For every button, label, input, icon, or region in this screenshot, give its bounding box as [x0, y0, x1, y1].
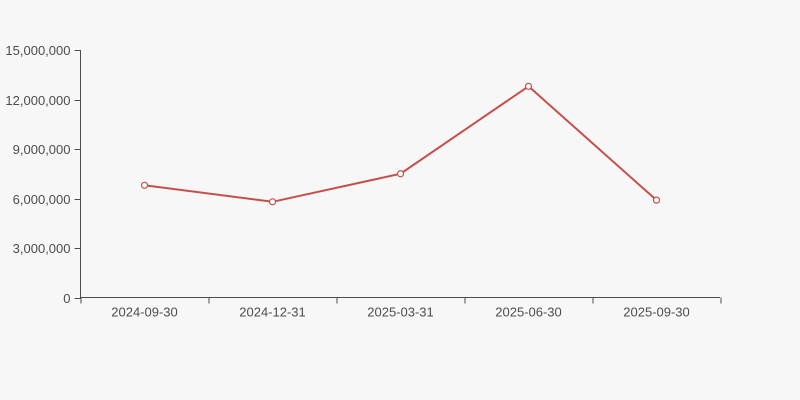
- data-point-marker: [140, 181, 149, 189]
- data-point-marker: [652, 196, 661, 204]
- x-axis-label: 2025-06-30: [495, 305, 562, 320]
- data-point-marker: [396, 170, 405, 178]
- series-line: [143, 85, 658, 203]
- y-axis-label: 6,000,000: [13, 192, 71, 207]
- y-axis-label: 0: [63, 291, 70, 306]
- y-axis-label: 9,000,000: [13, 142, 71, 157]
- x-axis-label: 2024-09-30: [111, 305, 178, 320]
- data-point-marker: [524, 82, 533, 90]
- y-axis-label: 3,000,000: [13, 241, 71, 256]
- x-axis-label: 2025-03-31: [367, 305, 434, 320]
- x-axis-label: 2024-12-31: [239, 305, 306, 320]
- x-axis-label: 2025-09-30: [623, 305, 690, 320]
- data-point-marker: [268, 198, 277, 206]
- y-axis-label: 12,000,000: [5, 93, 70, 108]
- y-axis-label: 15,000,000: [5, 43, 70, 58]
